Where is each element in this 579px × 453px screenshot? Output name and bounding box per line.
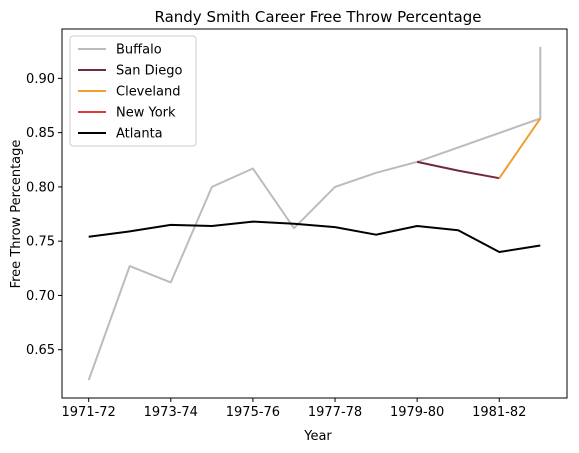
- x-axis-ticks: 1971-72 1973-74 1975-76 1977-78 1979-80 1981-…: [62, 398, 526, 420]
- plot-area: 0.650.700.750.800.850.90 1971-72 1973-74 1…: [26, 28, 568, 420]
- y-axis-ticks: 0.65 0.70 0.75 0.80 0.85 0.90: [26, 72, 62, 358]
- legend-box: [69, 35, 197, 147]
- legend-label: San Diego: [116, 64, 182, 79]
- y-tick-label: 0.70: [26, 289, 55, 304]
- x-axis-label: Year: [303, 429, 332, 444]
- legend-label: Cleveland: [116, 85, 180, 100]
- y-tick-label: 0.85: [26, 126, 55, 141]
- legend: Buffalo San Diego Cleveland New York Atlanta: [69, 35, 197, 147]
- series-layer: [87, 46, 542, 381]
- legend-label: Atlanta: [116, 127, 163, 142]
- x-tick-label: 1981-82: [472, 405, 526, 420]
- legend-label: New York: [116, 106, 176, 121]
- y-axis-label: Free Throw Percentage: [9, 140, 24, 289]
- x-tick-label: 1971-72: [62, 405, 116, 420]
- y-tick-label: 0.90: [26, 72, 55, 87]
- x-tick-label: 1973-74: [144, 405, 198, 420]
- series-line-cleveland: [498, 117, 542, 179]
- x-tick-label: 1979-80: [390, 405, 444, 420]
- legend-items: Buffalo San Diego Cleveland New York Atlanta: [78, 43, 182, 142]
- series-line-atlanta: [88, 220, 541, 253]
- y-tick-label: 0.75: [26, 235, 55, 250]
- x-tick-label: 1977-78: [308, 405, 362, 420]
- series-line-buffalo: [87, 46, 542, 381]
- legend-label: Buffalo: [116, 43, 162, 58]
- y-tick-label: 0.65: [26, 343, 55, 358]
- y-tick-label: 0.80: [26, 180, 55, 195]
- chart-title: Randy Smith Career Free Throw Percentage: [154, 8, 481, 26]
- x-tick-label: 1975-76: [226, 405, 280, 420]
- series-line-san-diego: [416, 160, 500, 180]
